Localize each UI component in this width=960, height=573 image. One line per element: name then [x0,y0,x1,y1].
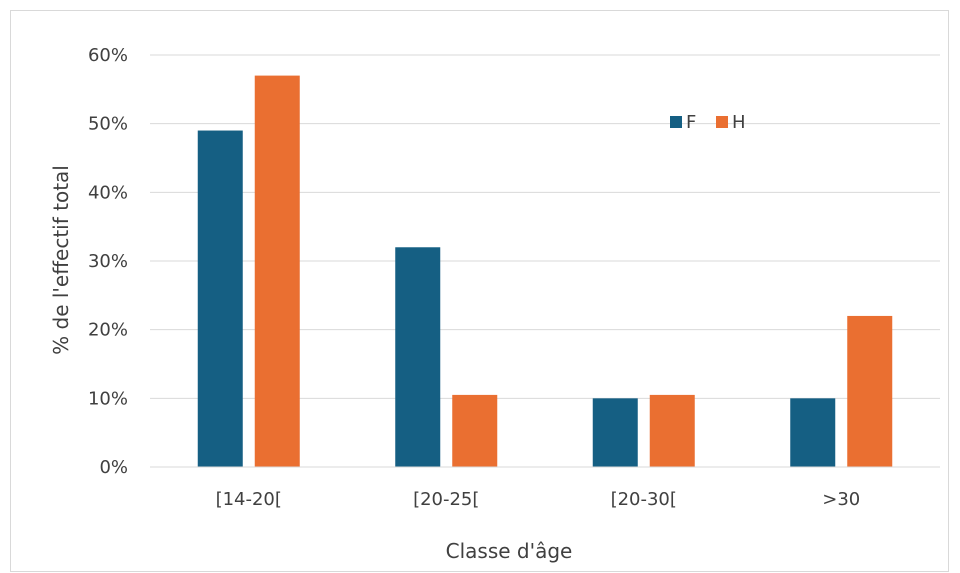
y-tick-label: 30% [88,251,128,272]
bar-f-3 [790,398,836,467]
legend-swatch-h [716,116,728,128]
bar-f-1 [395,247,441,467]
y-tick-label: 50% [88,114,128,135]
x-axis-ticks: [14-20[ [20-25[ [20-30[ >30 [216,489,861,510]
y-axis-title: % de l'effectif total [49,165,73,355]
y-axis-ticks: 0% 10% 20% 30% 40% 50% 60% [88,45,128,478]
bar-h-1 [452,394,498,467]
x-axis-title: Classe d'âge [446,539,573,563]
y-tick-label: 20% [88,320,128,341]
y-tick-label: 0% [99,457,128,478]
legend-label-h: H [732,112,746,133]
x-tick-label: [20-25[ [413,489,479,510]
legend-swatch-f [670,116,682,128]
bar-h-2 [649,394,695,467]
bar-f-2 [592,398,638,467]
chart-frame [10,10,949,572]
x-tick-label: [14-20[ [216,489,282,510]
y-tick-label: 10% [88,388,128,409]
y-tick-label: 60% [88,45,128,66]
bar-h-3 [847,315,893,467]
x-tick-label: >30 [822,489,860,510]
bar-f-0 [197,130,243,468]
y-tick-label: 40% [88,182,128,203]
bar-h-0 [254,75,300,467]
legend-label-f: F [686,112,696,133]
bars [197,75,893,468]
x-tick-label: [20-30[ [611,489,677,510]
